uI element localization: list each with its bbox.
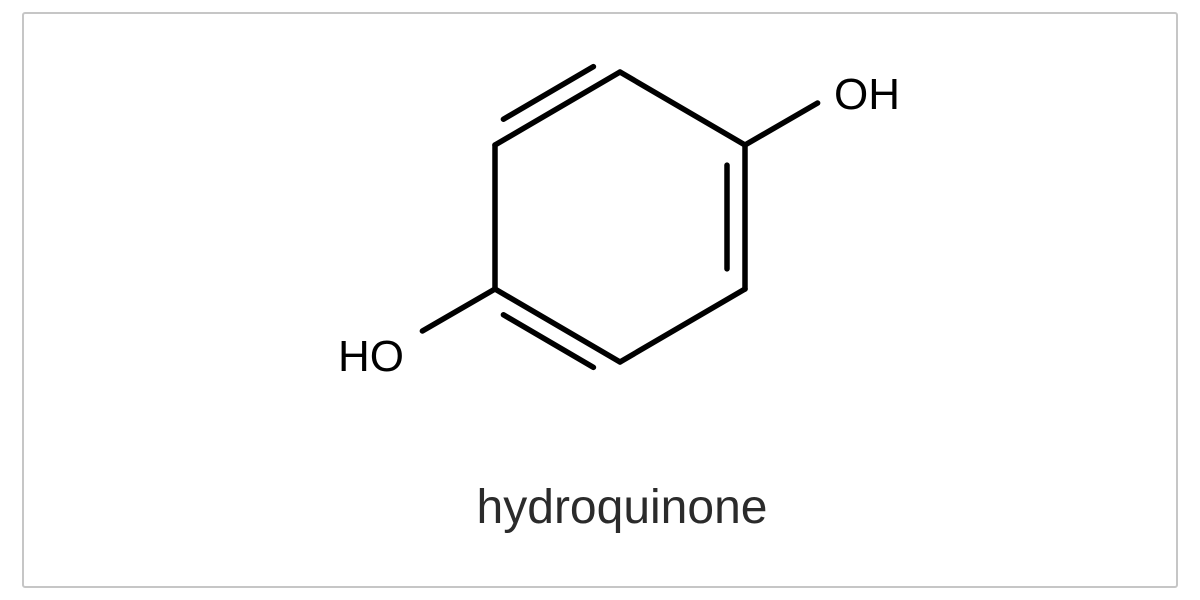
atom-label-oh-top: OH [834,70,900,120]
canvas: OH HO hydroquinone [0,0,1200,600]
compound-name: hydroquinone [0,480,1200,535]
atom-label-ho-bottom: HO [0,332,404,382]
